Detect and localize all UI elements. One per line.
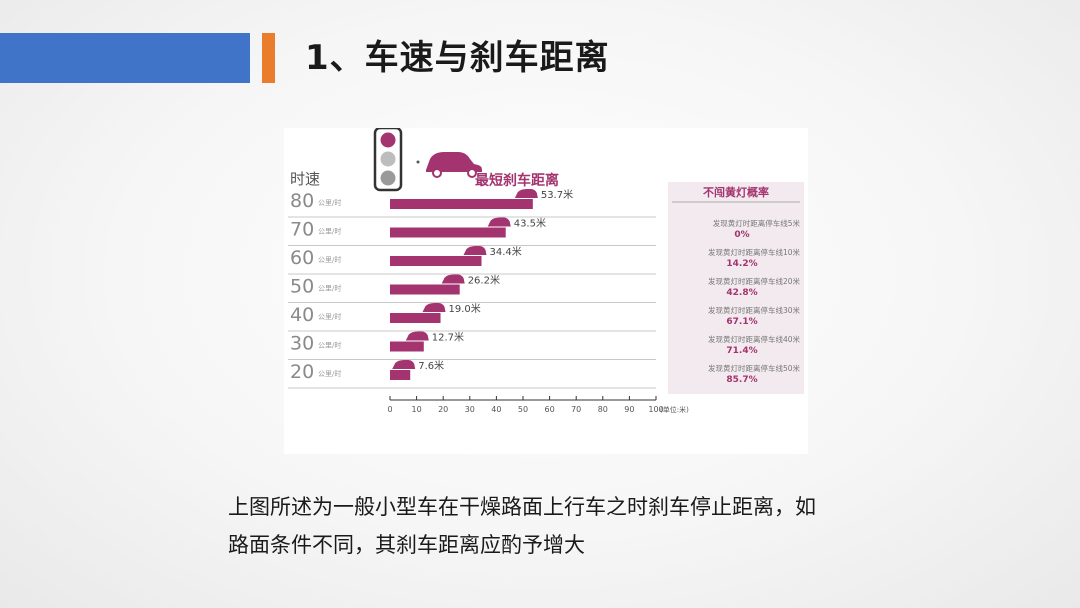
bar-value-label: 7.6米 [418,359,444,372]
x-tick-label: 70 [571,405,581,414]
speed-unit-label: 公里/时 [318,255,341,264]
bar-value-label: 43.5米 [514,217,546,230]
speed-tick-label: 80 [290,190,314,212]
x-tick-label: 60 [545,405,555,414]
side-table-row-label: 发现黄灯时距离停车线5米 [713,218,801,228]
speed-tick-label: 60 [290,247,314,269]
x-tick-label: 100 [648,405,663,414]
traffic-light-green-lamp [380,170,396,186]
speed-tick-label: 20 [290,361,314,383]
caption-line-1: 上图所述为一般小型车在干燥路面上行车之时刹车停止距离，如 [228,495,816,519]
caption-line-2: 路面条件不同，其刹车距离应酌予增大 [228,533,585,557]
bar-value-label: 34.4米 [490,245,522,258]
speed-unit-label: 公里/时 [318,312,341,321]
side-table-row-value: 71.4% [726,346,757,356]
bar-value-label: 19.0米 [449,302,481,315]
speed-unit-label: 公里/时 [318,198,341,207]
bar [390,227,506,238]
side-table-row-value: 67.1% [726,317,757,327]
side-table-row-value: 42.8% [726,288,757,298]
speed-unit-label: 公里/时 [318,341,341,350]
speed-tick-label: 70 [290,219,314,241]
slide-title: 1、车速与刹车距离 [305,38,610,78]
speed-unit-label: 公里/时 [318,369,341,378]
speed-axis-label: 时速 [290,170,320,188]
bar-car-marker [463,246,487,255]
x-tick-label: 30 [465,405,475,414]
bar-car-marker [487,217,511,227]
side-table-row-label: 发现黄灯时距离停车线50米 [708,363,801,373]
x-tick-label: 10 [412,405,422,414]
bar [390,199,533,209]
speed-tick-label: 50 [290,276,314,298]
x-tick-label: 0 [387,405,392,414]
bar [390,313,441,323]
side-table-panel [668,182,804,394]
bar [390,284,460,295]
side-table-row-label: 发现黄灯时距离停车线40米 [708,334,801,344]
car-icon [426,152,482,172]
chart-title: 最短刹车距离 [475,172,559,189]
bar [390,370,411,380]
x-unit-label: (单位:米) [660,405,689,414]
slide-caption: 上图所述为一般小型车在干燥路面上行车之时刹车停止距离，如 路面条件不同，其刹车距… [228,488,888,564]
title-accent-marker [262,33,275,83]
side-table-row-label: 发现黄灯时距离停车线10米 [708,247,801,257]
bar-car-marker [392,360,416,369]
traffic-light-red-lamp [380,132,396,148]
bar-value-label: 12.7米 [432,331,464,344]
speed-tick-label: 30 [290,333,314,355]
x-tick-label: 20 [438,405,448,414]
bar-value-label: 53.7米 [541,188,573,201]
bar-car-marker [422,303,446,312]
car-motion-dot [416,160,420,164]
x-tick-label: 80 [598,405,608,414]
side-table-row-value: 14.2% [726,259,757,269]
bar-car-marker [441,274,465,284]
speed-unit-label: 公里/时 [318,284,341,293]
x-tick-label: 50 [518,405,528,414]
side-table-row-label: 发现黄灯时距离停车线30米 [708,305,801,315]
bar-value-label: 26.2米 [468,274,500,287]
braking-distance-figure: 最短刹车距离 时速 80 公里/时 53.7米 70 公里/时 43.5米 60 公里/时 34.4… [284,128,808,454]
side-table-row-value: 85.7% [726,375,757,385]
speed-unit-label: 公里/时 [318,227,341,236]
traffic-light-yellow-lamp [380,151,396,167]
car-wheel-rear [467,168,477,178]
braking-distance-chart: 最短刹车距离 时速 80 公里/时 53.7米 70 公里/时 43.5米 60 公里/时 34.4… [288,128,804,414]
x-tick-label: 40 [491,405,501,414]
bar [390,341,424,352]
side-table-row-label: 发现黄灯时距离停车线20米 [708,276,801,286]
side-table-row-value: 0% [734,230,749,240]
side-table-title: 不闯黄灯概率 [703,185,769,199]
x-tick-label: 90 [624,405,634,414]
bar-car-marker [405,331,429,341]
bar-car-marker [514,189,538,198]
speed-tick-label: 40 [290,304,314,326]
title-accent-band [0,33,250,83]
car-wheel-front [432,168,442,178]
bar [390,256,482,266]
